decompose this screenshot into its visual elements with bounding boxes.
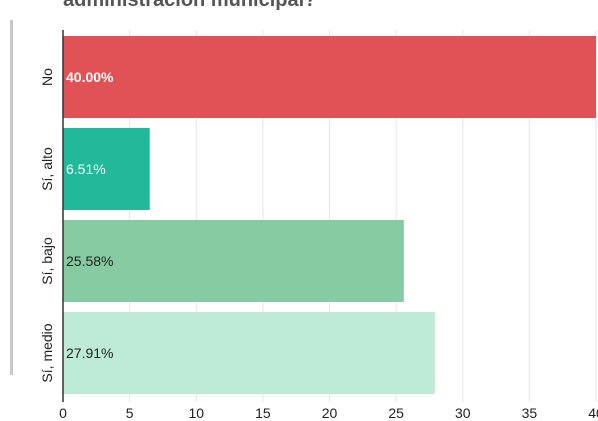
x-tick-label: 20 bbox=[322, 405, 338, 421]
x-tick-label: 5 bbox=[126, 405, 134, 421]
category-label: Sí, bajo bbox=[39, 237, 55, 285]
value-label: 25.58% bbox=[66, 253, 113, 269]
side-bar bbox=[10, 20, 13, 375]
x-tick-label: 15 bbox=[255, 405, 271, 421]
value-label: 27.91% bbox=[66, 345, 113, 361]
x-tick-label: 0 bbox=[59, 405, 67, 421]
bar bbox=[63, 128, 150, 210]
bar bbox=[63, 312, 435, 394]
x-tick-label: 40 bbox=[588, 405, 598, 421]
x-tick-label: 25 bbox=[388, 405, 404, 421]
category-label: Sí, alto bbox=[39, 147, 55, 191]
value-label: 40.00% bbox=[66, 69, 114, 85]
x-tick-label: 10 bbox=[188, 405, 204, 421]
category-label: No bbox=[39, 68, 55, 86]
x-tick-label: 35 bbox=[522, 405, 538, 421]
value-label: 6.51% bbox=[66, 161, 106, 177]
category-label: Sí, medio bbox=[39, 323, 55, 382]
x-tick-label: 30 bbox=[455, 405, 471, 421]
chart-title: administración municipal? bbox=[63, 0, 316, 11]
bar bbox=[63, 220, 404, 302]
bar bbox=[63, 36, 596, 118]
